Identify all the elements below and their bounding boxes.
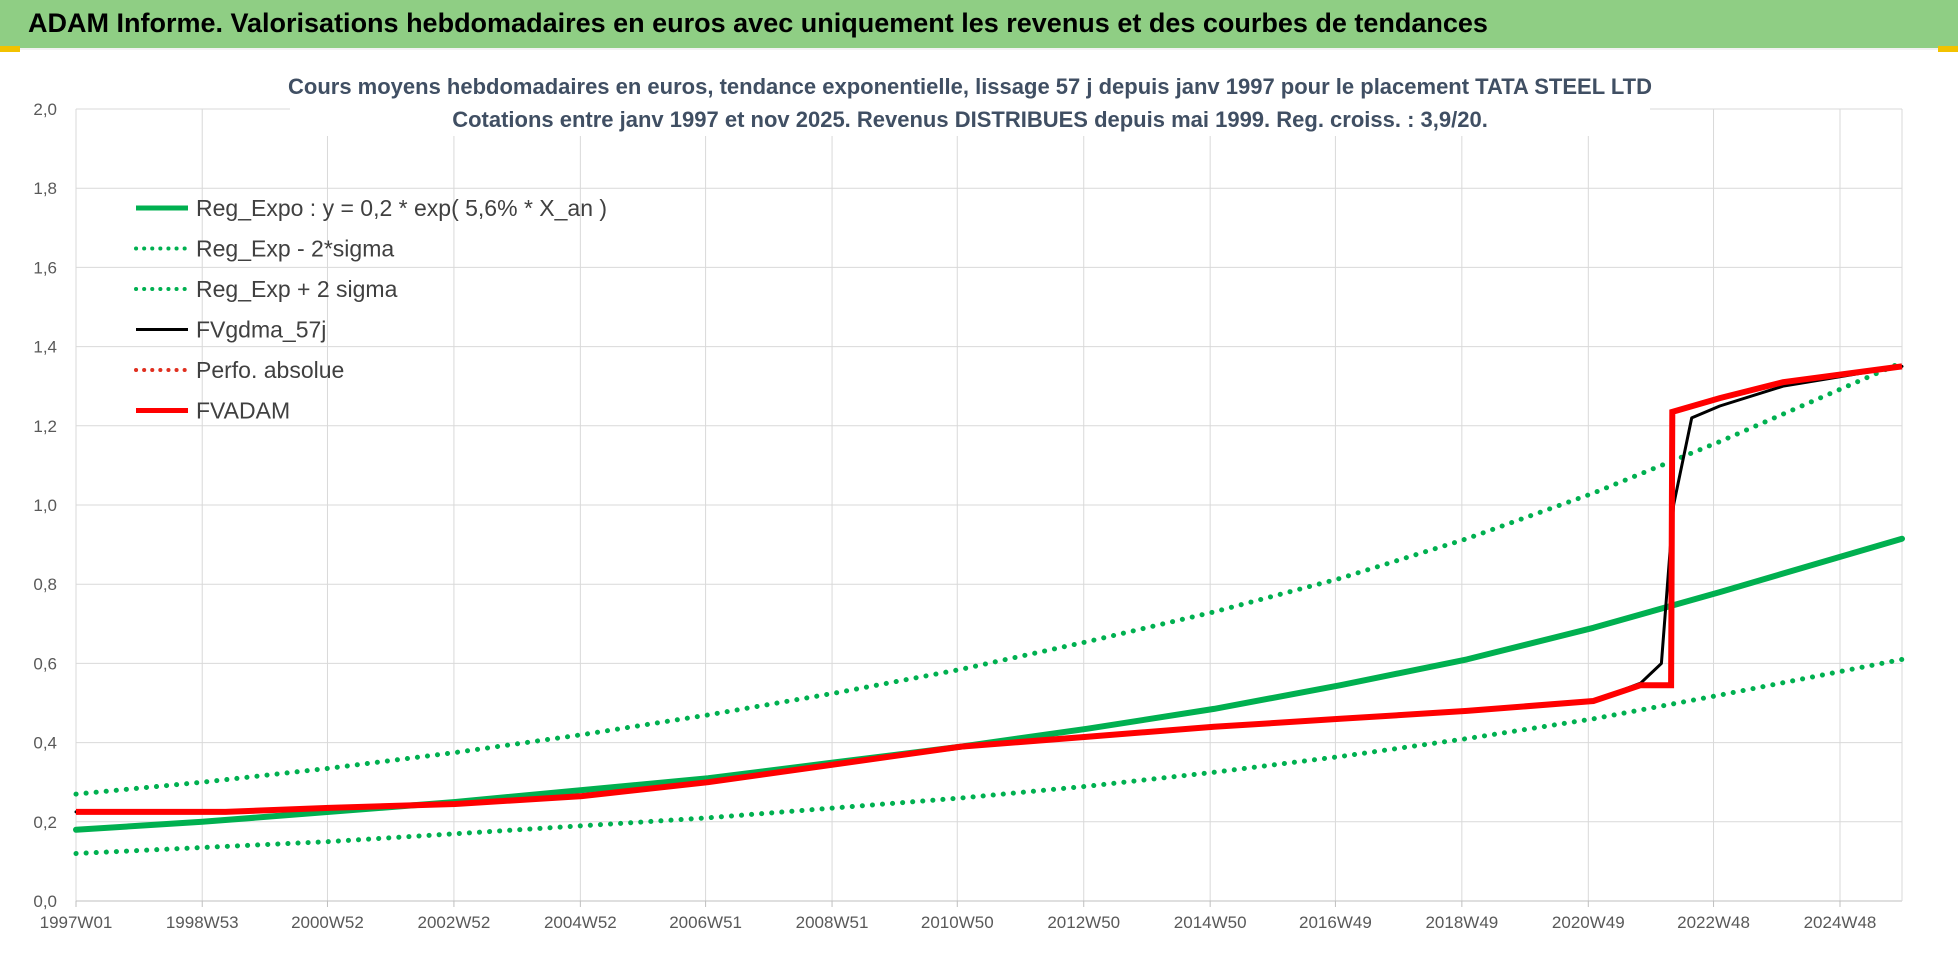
x-tick-label: 2020W49 (1552, 913, 1625, 932)
series-line-1 (73, 656, 1905, 856)
legend: Reg_Expo : y = 0,2 * exp( 5,6% * X_an ) R… (134, 195, 607, 424)
x-tick-label: 2004W52 (544, 913, 617, 932)
y-tick-label: 1,2 (33, 417, 57, 436)
legend-label: Perfo. absolue (196, 357, 344, 383)
legend-label: FVADAM (196, 398, 290, 424)
y-tick-label: 0,2 (33, 813, 57, 832)
chart-title-block: Cours moyens hebdomadaires en euros, ten… (288, 62, 1652, 136)
banner-title: ADAM Informe. Valorisations hebdomadaire… (28, 8, 1488, 38)
y-tick-label: 0,4 (33, 734, 57, 753)
x-tick-label: 2008W51 (796, 913, 869, 932)
series-line-2 (73, 359, 1905, 797)
series-lines (73, 359, 1905, 856)
y-tick-label: 0,6 (33, 654, 57, 673)
legend-label: Reg_Expo : y = 0,2 * exp( 5,6% * X_an ) (196, 195, 607, 221)
legend-label: Reg_Exp + 2 sigma (196, 276, 398, 302)
y-tick-label: 1,4 (33, 338, 57, 357)
x-tick-label: 2012W50 (1047, 913, 1120, 932)
x-tick-label: 2014W50 (1174, 913, 1247, 932)
series-line-0 (73, 535, 1905, 833)
legend-label: Reg_Exp - 2*sigma (196, 236, 394, 262)
x-tick-label: 2010W50 (921, 913, 994, 932)
y-tick-label: 2,0 (33, 100, 57, 119)
x-tick-label: 2018W49 (1425, 913, 1498, 932)
y-tick-label: 1,0 (33, 496, 57, 515)
y-axis-ticks: 0,0 0,2 0,4 0,6 0,8 1,0 1,2 1,4 1,6 1,8 2,0 (33, 100, 57, 911)
x-tick-label: 2016W49 (1299, 913, 1372, 932)
chart-area: 0,0 0,2 0,4 0,6 0,8 1,0 1,2 1,4 1,6 1,8 2,0 1997W0… (33, 62, 1905, 932)
x-tick-label: 2006W51 (669, 913, 742, 932)
y-tick-label: 0,0 (33, 892, 57, 911)
x-tick-label: 2024W48 (1804, 913, 1877, 932)
x-tick-label: 1997W01 (40, 913, 113, 932)
y-tick-label: 1,6 (33, 258, 57, 277)
x-axis-ticks: 1997W01 1998W53 2000W52 2002W52 2004W52 2006W… (40, 913, 1877, 932)
legend-label: FVgdma_57j (196, 317, 326, 343)
corner-mark-left (0, 46, 20, 52)
header-banner: ADAM Informe. Valorisations hebdomadaire… (0, 0, 1958, 50)
grid-lines (75, 108, 1903, 907)
series-line-4 (76, 363, 1903, 815)
x-tick-label: 2000W52 (291, 913, 364, 932)
chart-title: Cours moyens hebdomadaires en euros, ten… (288, 74, 1652, 99)
x-tick-label: 2002W52 (418, 913, 491, 932)
chart-subtitle: Cotations entre janv 1997 et nov 2025. R… (452, 107, 1488, 132)
y-tick-label: 1,8 (33, 179, 57, 198)
x-tick-label: 1998W53 (166, 913, 239, 932)
y-tick-label: 0,8 (33, 575, 57, 594)
corner-mark-right (1938, 46, 1958, 52)
title-background (290, 62, 1650, 136)
x-tick-label: 2022W48 (1677, 913, 1750, 932)
